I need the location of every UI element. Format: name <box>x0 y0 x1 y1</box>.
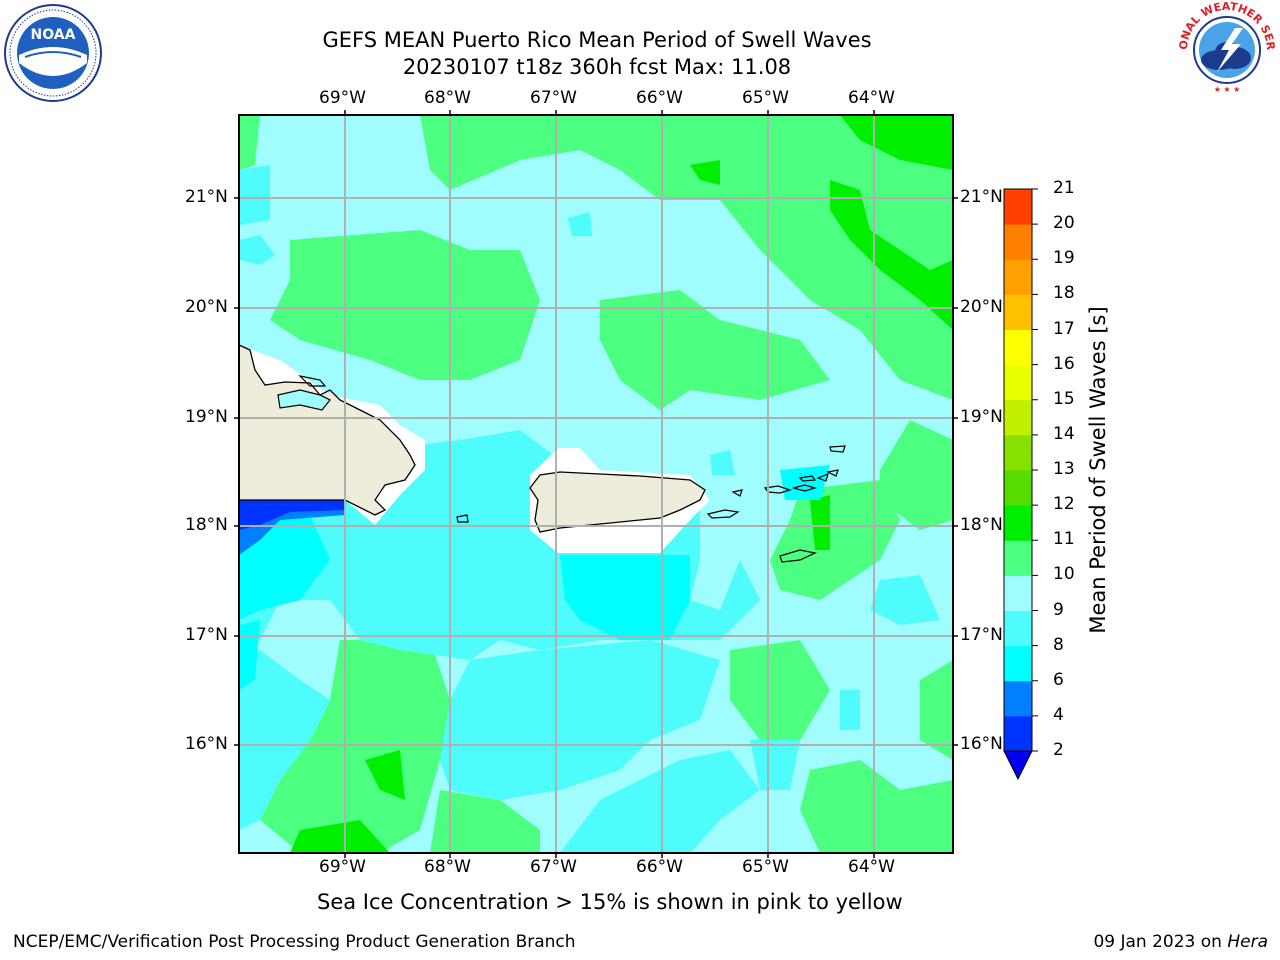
colorbar-tick-label: 16 <box>1053 353 1075 374</box>
colorbar-tick-label: 19 <box>1053 248 1075 269</box>
footer-date-text: 09 Jan 2023 on <box>1093 932 1228 952</box>
colorbar-tick-label: 4 <box>1053 704 1064 725</box>
contour-6-8 <box>239 165 940 853</box>
lon-label-bottom: 64°W <box>848 857 895 877</box>
lat-label-right: 21°N <box>960 187 1003 207</box>
colorbar-tick-label: 15 <box>1053 388 1075 409</box>
colorbar-band <box>1004 434 1032 471</box>
colorbar-tick-label: 12 <box>1053 494 1075 515</box>
lat-label-right: 17°N <box>960 625 1003 645</box>
map-frame <box>238 114 954 854</box>
colorbar-band <box>1004 680 1032 717</box>
contour-4-6 <box>239 465 830 690</box>
colorbar-band <box>1004 189 1032 225</box>
chart-title-line1: GEFS MEAN Puerto Rico Mean Period of Swe… <box>322 28 872 52</box>
colorbar-title: Mean Period of Swell Waves [s] <box>1086 306 1110 634</box>
lat-label-right: 20°N <box>960 297 1003 317</box>
colorbar-band <box>1004 575 1032 611</box>
colorbar-underflow <box>1003 750 1033 781</box>
colorbar-band <box>1004 294 1032 330</box>
lon-label-bottom: 65°W <box>742 857 789 877</box>
contour-2-4 <box>239 500 345 555</box>
colorbar-band <box>1004 540 1032 576</box>
colorbar-band <box>1004 224 1032 260</box>
lat-label-left: 19°N <box>185 407 228 427</box>
noaa-logo-text: NOAA <box>31 27 76 43</box>
contour-10-11 <box>290 115 953 853</box>
colorbar-band <box>1004 399 1032 436</box>
contour-8-9 <box>239 115 953 853</box>
lon-label-top: 68°W <box>424 88 471 108</box>
colorbar-band <box>1004 505 1032 541</box>
colorbar <box>1003 188 1038 781</box>
nws-logo: NATIONAL WEATHER SERVICE ★ ★ ★ <box>1177 0 1277 97</box>
colorbar-tick-label: 17 <box>1053 318 1075 339</box>
svg-text:★ ★ ★: ★ ★ ★ <box>1214 85 1241 94</box>
lon-label-top: 67°W <box>530 88 577 108</box>
lon-label-top: 69°W <box>319 88 366 108</box>
colorbar-tick-label: 18 <box>1053 283 1075 304</box>
colorbar-tick-label: 6 <box>1053 669 1064 690</box>
colorbar-tick-label: 9 <box>1053 599 1064 620</box>
lon-label-bottom: 69°W <box>319 857 366 877</box>
colorbar-tick-label: 21 <box>1053 178 1075 198</box>
land-mask <box>239 345 710 553</box>
footer-date: 09 Jan 2023 on Hera <box>1093 932 1268 952</box>
lon-label-top: 66°W <box>636 88 683 108</box>
chart-title-line2: 20230107 t18z 360h fcst Max: 11.08 <box>402 55 792 79</box>
colorbar-tick-label: 14 <box>1053 423 1075 444</box>
lat-label-left: 17°N <box>185 625 228 645</box>
sea-ice-note: Sea Ice Concentration > 15% is shown in … <box>317 890 903 914</box>
lon-label-bottom: 68°W <box>424 857 471 877</box>
lon-label-top: 65°W <box>742 88 789 108</box>
contour-9-10 <box>239 115 953 853</box>
colorbar-band <box>1004 259 1032 295</box>
lon-label-bottom: 66°W <box>636 857 683 877</box>
land-hispaniola <box>239 344 416 516</box>
lat-label-right: 16°N <box>960 734 1003 754</box>
lat-label-right: 19°N <box>960 407 1003 427</box>
colorbar-tick-label: 8 <box>1053 634 1064 655</box>
colorbar-tick-label: 2 <box>1053 740 1064 760</box>
lat-label-left: 20°N <box>185 297 228 317</box>
footer-branch: NCEP/EMC/Verification Post Processing Pr… <box>13 932 576 952</box>
lat-label-left: 16°N <box>185 734 228 754</box>
colorbar-tick-label: 20 <box>1053 213 1075 234</box>
lat-label-right: 18°N <box>960 515 1003 535</box>
colorbar-band <box>1004 645 1032 682</box>
colorbar-band <box>1004 470 1032 506</box>
land-puerto-rico <box>529 471 706 533</box>
colorbar-band <box>1004 715 1032 752</box>
noaa-logo: NOAA <box>4 4 102 102</box>
colorbar-band <box>1004 329 1032 366</box>
colorbar-tick-label: 10 <box>1053 564 1075 585</box>
lat-label-left: 18°N <box>185 515 228 535</box>
colorbar-tick-label: 13 <box>1053 459 1075 479</box>
small-islands <box>298 375 846 563</box>
lat-label-left: 21°N <box>185 187 228 207</box>
footer-host: Hera <box>1227 932 1268 952</box>
colorbar-band <box>1004 610 1032 647</box>
graticule <box>239 115 953 853</box>
colorbar-tick-label: 11 <box>1053 529 1075 550</box>
lon-label-bottom: 67°W <box>530 857 577 877</box>
colorbar-band <box>1004 364 1032 401</box>
lon-label-top: 64°W <box>848 88 895 108</box>
contour-field <box>239 115 953 853</box>
